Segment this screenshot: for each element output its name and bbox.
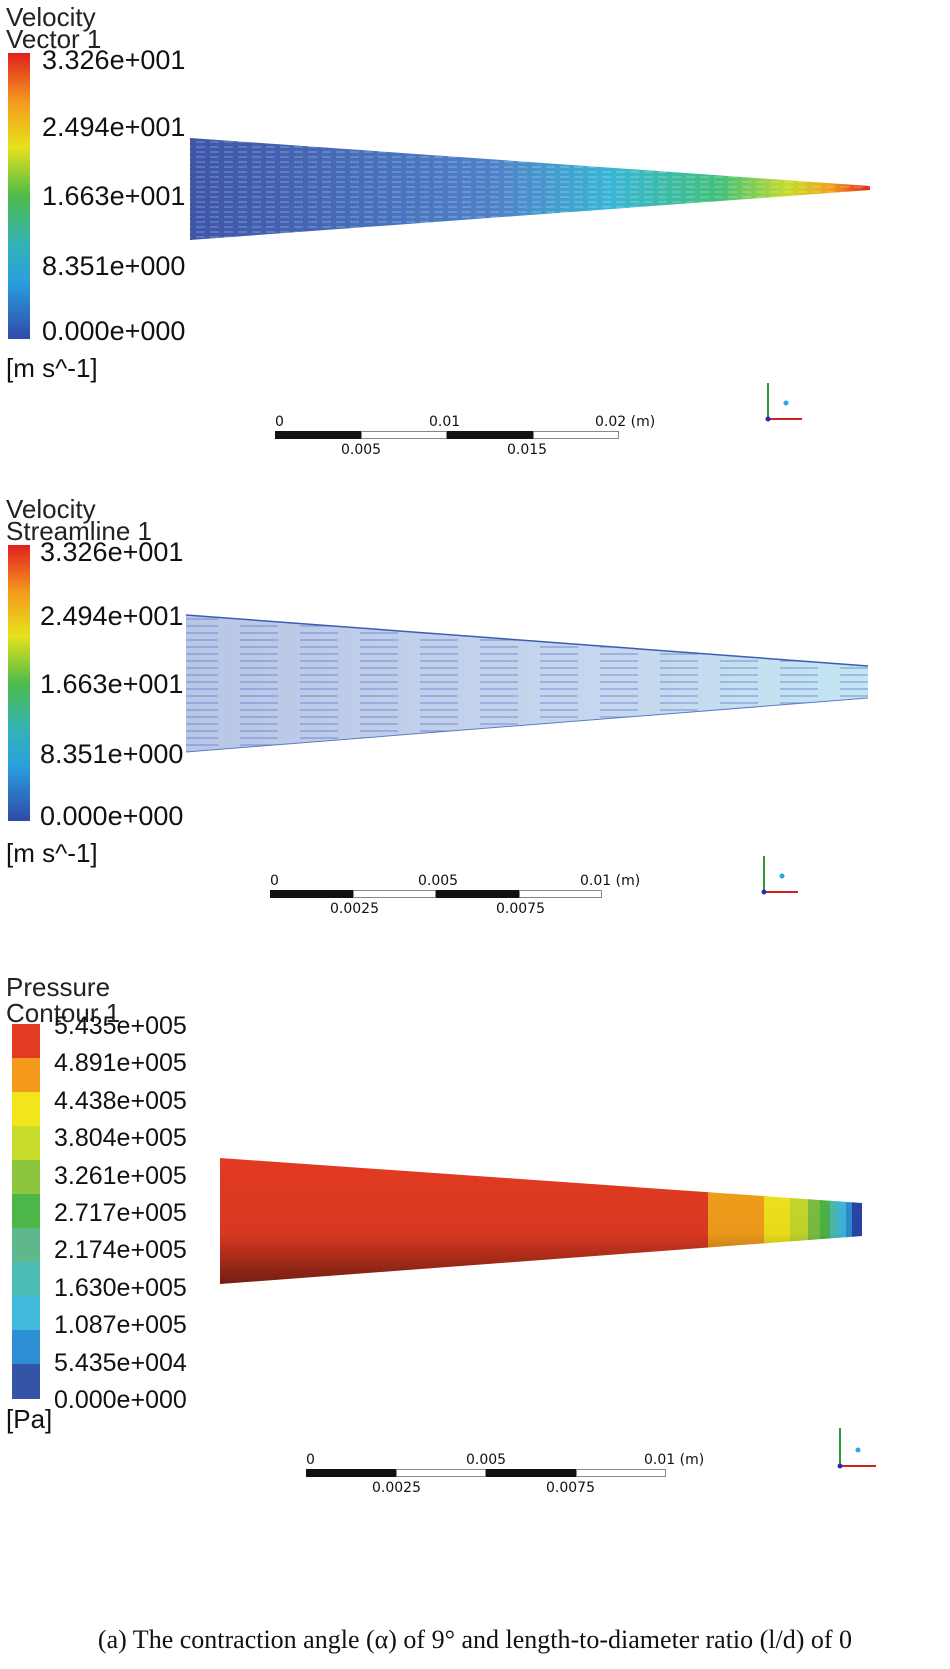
legend-title: Velocity Streamline 1 xyxy=(6,494,152,546)
legend-unit: [Pa] xyxy=(6,1404,53,1434)
legend-tick: 0.000e+000 xyxy=(40,801,184,831)
legend-tick: 1.663e+001 xyxy=(42,181,186,211)
legend-tick: 1.663e+001 xyxy=(40,669,184,699)
legend-band xyxy=(12,1296,40,1331)
color-legend-bar xyxy=(8,53,30,339)
legend-tick: 2.174e+005 xyxy=(54,1236,187,1265)
legend-unit: [m s^-1] xyxy=(6,838,98,868)
nozzle-pressure-field xyxy=(220,1158,862,1284)
scale-bar: 0 0.005 0.01 (m) 0.0025 0.0075 xyxy=(270,873,641,917)
legend-tick: 3.804e+005 xyxy=(54,1124,187,1153)
legend-tick: 3.326e+001 xyxy=(42,45,186,75)
legend-band xyxy=(12,1330,40,1365)
color-legend-bar xyxy=(8,545,30,821)
legend-tick: 3.261e+005 xyxy=(54,1161,187,1190)
legend-tick: 1.630e+005 xyxy=(54,1273,187,1302)
legend-band xyxy=(12,1024,40,1059)
legend-tick: 2.494e+001 xyxy=(40,601,184,631)
legend-band xyxy=(12,1126,40,1161)
pressure-legend-bands xyxy=(12,1024,40,1399)
legend-tick: 8.351e+000 xyxy=(42,251,186,281)
legend-band xyxy=(12,1228,40,1263)
legend-tick: 4.891e+005 xyxy=(54,1049,187,1078)
legend-band xyxy=(12,1160,40,1195)
legend-title: Velocity Vector 1 xyxy=(6,2,102,54)
legend-band xyxy=(12,1058,40,1093)
velocity-vector-panel: Velocity Vector 1 3.326e+001 2.494e+001 … xyxy=(0,0,950,470)
figure-caption: (a) The contraction angle (α) of 9° and … xyxy=(97,1625,853,1654)
axis-triad-icon xyxy=(837,1428,876,1469)
legend-unit: [m s^-1] xyxy=(6,353,98,383)
legend-tick: 0.000e+000 xyxy=(42,316,186,346)
scale-bar: 0 0.01 0.02 (m) 0.005 0.015 xyxy=(275,414,656,458)
legend-tick: 3.326e+001 xyxy=(40,537,184,567)
legend-band xyxy=(12,1092,40,1127)
pressure-legend-ticks: 5.435e+005 4.891e+005 4.438e+005 3.804e+005… xyxy=(40,1012,260,1414)
velocity-streamline-panel: Velocity Streamline 1 3.326e+001 2.494e+… xyxy=(0,490,950,940)
pressure-contour-panel: Pressure Contour 1 5.435e+005 4.891e+005 4… xyxy=(0,960,950,1610)
legend-tick: 5.435e+004 xyxy=(54,1348,187,1377)
legend-band xyxy=(12,1364,40,1399)
legend-tick: 1.087e+005 xyxy=(54,1311,187,1340)
axis-triad-icon xyxy=(765,383,802,422)
legend-tick: 4.438e+005 xyxy=(54,1086,187,1115)
vector-plot xyxy=(190,138,870,240)
axis-triad-icon xyxy=(761,856,798,895)
legend-band xyxy=(12,1262,40,1297)
legend-tick: 5.435e+005 xyxy=(54,1012,187,1040)
legend-tick: 0.000e+000 xyxy=(54,1386,187,1414)
pressure-contour-plot xyxy=(220,1158,862,1284)
legend-tick: 8.351e+000 xyxy=(40,739,184,769)
legend-tick: 2.494e+001 xyxy=(42,112,186,142)
legend-title: Pressure Contour 1 xyxy=(6,972,121,1028)
legend-tick: 2.717e+005 xyxy=(54,1199,187,1227)
streamline-plot xyxy=(185,614,869,753)
legend-band xyxy=(12,1194,40,1229)
scale-bar: 0 0.005 0.01 (m) 0.0025 0.0075 xyxy=(306,1452,705,1496)
